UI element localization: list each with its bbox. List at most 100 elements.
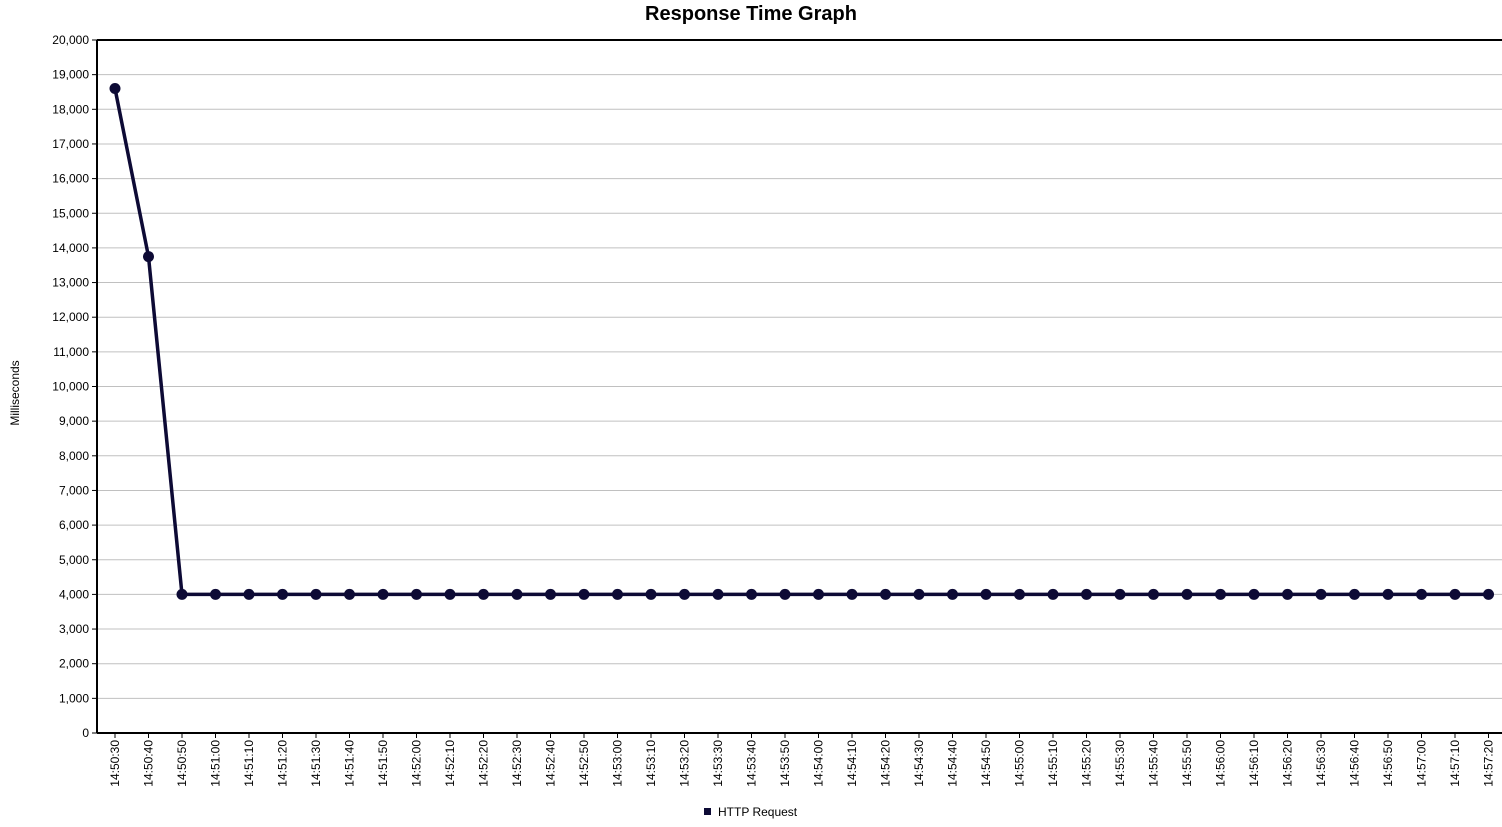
x-tick-label: 14:54:50 (979, 740, 993, 787)
data-point (243, 588, 255, 600)
series-line-http-request (113, 88, 1489, 597)
x-tick-label: 14:51:10 (242, 740, 256, 787)
y-tick-label: 11,000 (53, 345, 89, 359)
data-point (1449, 588, 1461, 600)
y-tick-label: 16,000 (52, 172, 89, 186)
x-tick-label: 14:53:30 (711, 740, 725, 787)
data-point (109, 83, 121, 95)
legend-swatch (704, 808, 711, 815)
data-point (779, 588, 791, 600)
x-tick-label: 14:54:20 (879, 740, 893, 787)
x-tick-label: 14:54:30 (912, 740, 926, 787)
data-point (612, 588, 623, 600)
y-tick-label: 20,000 (52, 33, 89, 47)
x-tick-label: 14:57:10 (1448, 740, 1462, 787)
x-tick-label: 14:56:10 (1247, 740, 1261, 787)
x-tick-label: 14:52:50 (577, 740, 591, 787)
x-tick-label: 14:52:00 (410, 740, 424, 787)
x-tick-label: 14:56:30 (1314, 740, 1328, 787)
data-point (913, 588, 925, 600)
y-tick-label: 2,000 (59, 657, 89, 671)
data-point (645, 588, 657, 600)
y-tick-label: 4,000 (59, 587, 89, 601)
x-tick-label: 14:51:20 (276, 740, 290, 787)
data-point (344, 588, 355, 600)
legend: HTTP Request (704, 805, 798, 819)
chart-title: Response Time Graph (645, 3, 857, 25)
data-point (1081, 588, 1092, 600)
data-point (310, 588, 322, 600)
gridlines (97, 74, 1502, 699)
data-point (176, 588, 188, 600)
x-tick-label: 14:57:00 (1415, 740, 1429, 787)
data-point (1114, 588, 1126, 600)
x-tick-label: 14:53:50 (778, 740, 792, 787)
y-tick-label: 6,000 (59, 518, 89, 532)
x-tick-label: 14:53:40 (745, 740, 759, 787)
y-axis-label: Milliseconds (8, 360, 22, 425)
x-tick-label: 14:55:00 (1013, 740, 1027, 787)
x-tick-label: 14:52:30 (510, 740, 524, 787)
x-tick-label: 14:57:20 (1482, 740, 1496, 787)
x-axis-ticks: 14:50:30 14:50:40 14:50:50 14:51:00 14:51:10… (108, 733, 1496, 787)
data-point (846, 588, 858, 600)
data-point (1215, 588, 1226, 600)
y-tick-label: 19,000 (52, 68, 89, 82)
x-tick-label: 14:55:10 (1046, 740, 1060, 787)
data-point (980, 588, 992, 600)
data-point (511, 588, 523, 600)
y-tick-label: 13,000 (52, 276, 89, 290)
data-point (1181, 588, 1193, 600)
x-tick-label: 14:52:10 (443, 740, 457, 787)
y-tick-label: 1,000 (59, 691, 89, 705)
x-tick-label: 14:54:10 (845, 740, 859, 787)
data-point (444, 588, 456, 600)
data-point (1047, 588, 1059, 600)
x-tick-label: 14:53:00 (611, 740, 625, 787)
x-tick-label: 14:55:40 (1147, 740, 1161, 787)
series-layer (109, 83, 1494, 600)
data-point (1483, 588, 1494, 600)
x-tick-label: 14:56:20 (1281, 740, 1295, 787)
y-tick-label: 8,000 (59, 449, 89, 463)
x-tick-label: 14:50:40 (142, 740, 156, 787)
data-point (880, 588, 891, 600)
x-tick-label: 14:56:40 (1348, 740, 1362, 787)
x-tick-label: 14:54:00 (812, 740, 826, 787)
data-point (712, 588, 724, 600)
data-point (1248, 588, 1260, 600)
x-tick-label: 14:55:50 (1180, 740, 1194, 787)
data-point (578, 588, 590, 600)
x-tick-label: 14:51:40 (343, 740, 357, 787)
x-tick-label: 14:51:50 (376, 740, 390, 787)
y-tick-label: 17,000 (52, 137, 89, 151)
y-tick-label: 7,000 (59, 483, 89, 497)
data-point (1282, 588, 1293, 600)
x-tick-label: 14:52:40 (544, 740, 558, 787)
x-tick-label: 14:56:50 (1381, 740, 1395, 787)
data-point (143, 251, 154, 263)
data-point (1014, 588, 1025, 600)
y-tick-label: 5,000 (59, 553, 89, 567)
x-tick-label: 14:53:20 (678, 740, 692, 787)
y-tick-label: 3,000 (59, 622, 89, 636)
x-tick-label: 14:50:30 (108, 740, 122, 787)
data-point (1416, 588, 1427, 600)
y-tick-label: 9,000 (59, 414, 89, 428)
data-point (478, 588, 489, 600)
data-point (947, 588, 958, 600)
data-point (746, 588, 757, 600)
x-tick-label: 14:55:30 (1113, 740, 1127, 787)
y-tick-label: 18,000 (52, 102, 89, 116)
x-tick-label: 14:54:40 (946, 740, 960, 787)
y-tick-label: 0 (82, 726, 89, 740)
y-tick-label: 14,000 (52, 241, 89, 255)
legend-label-http-request: HTTP Request (718, 805, 798, 819)
data-point (1148, 588, 1159, 600)
data-point (1382, 588, 1394, 600)
y-tick-label: 12,000 (52, 310, 89, 324)
x-tick-label: 14:51:00 (209, 740, 223, 787)
x-tick-label: 14:52:20 (477, 740, 491, 787)
y-tick-label: 10,000 (52, 380, 89, 394)
